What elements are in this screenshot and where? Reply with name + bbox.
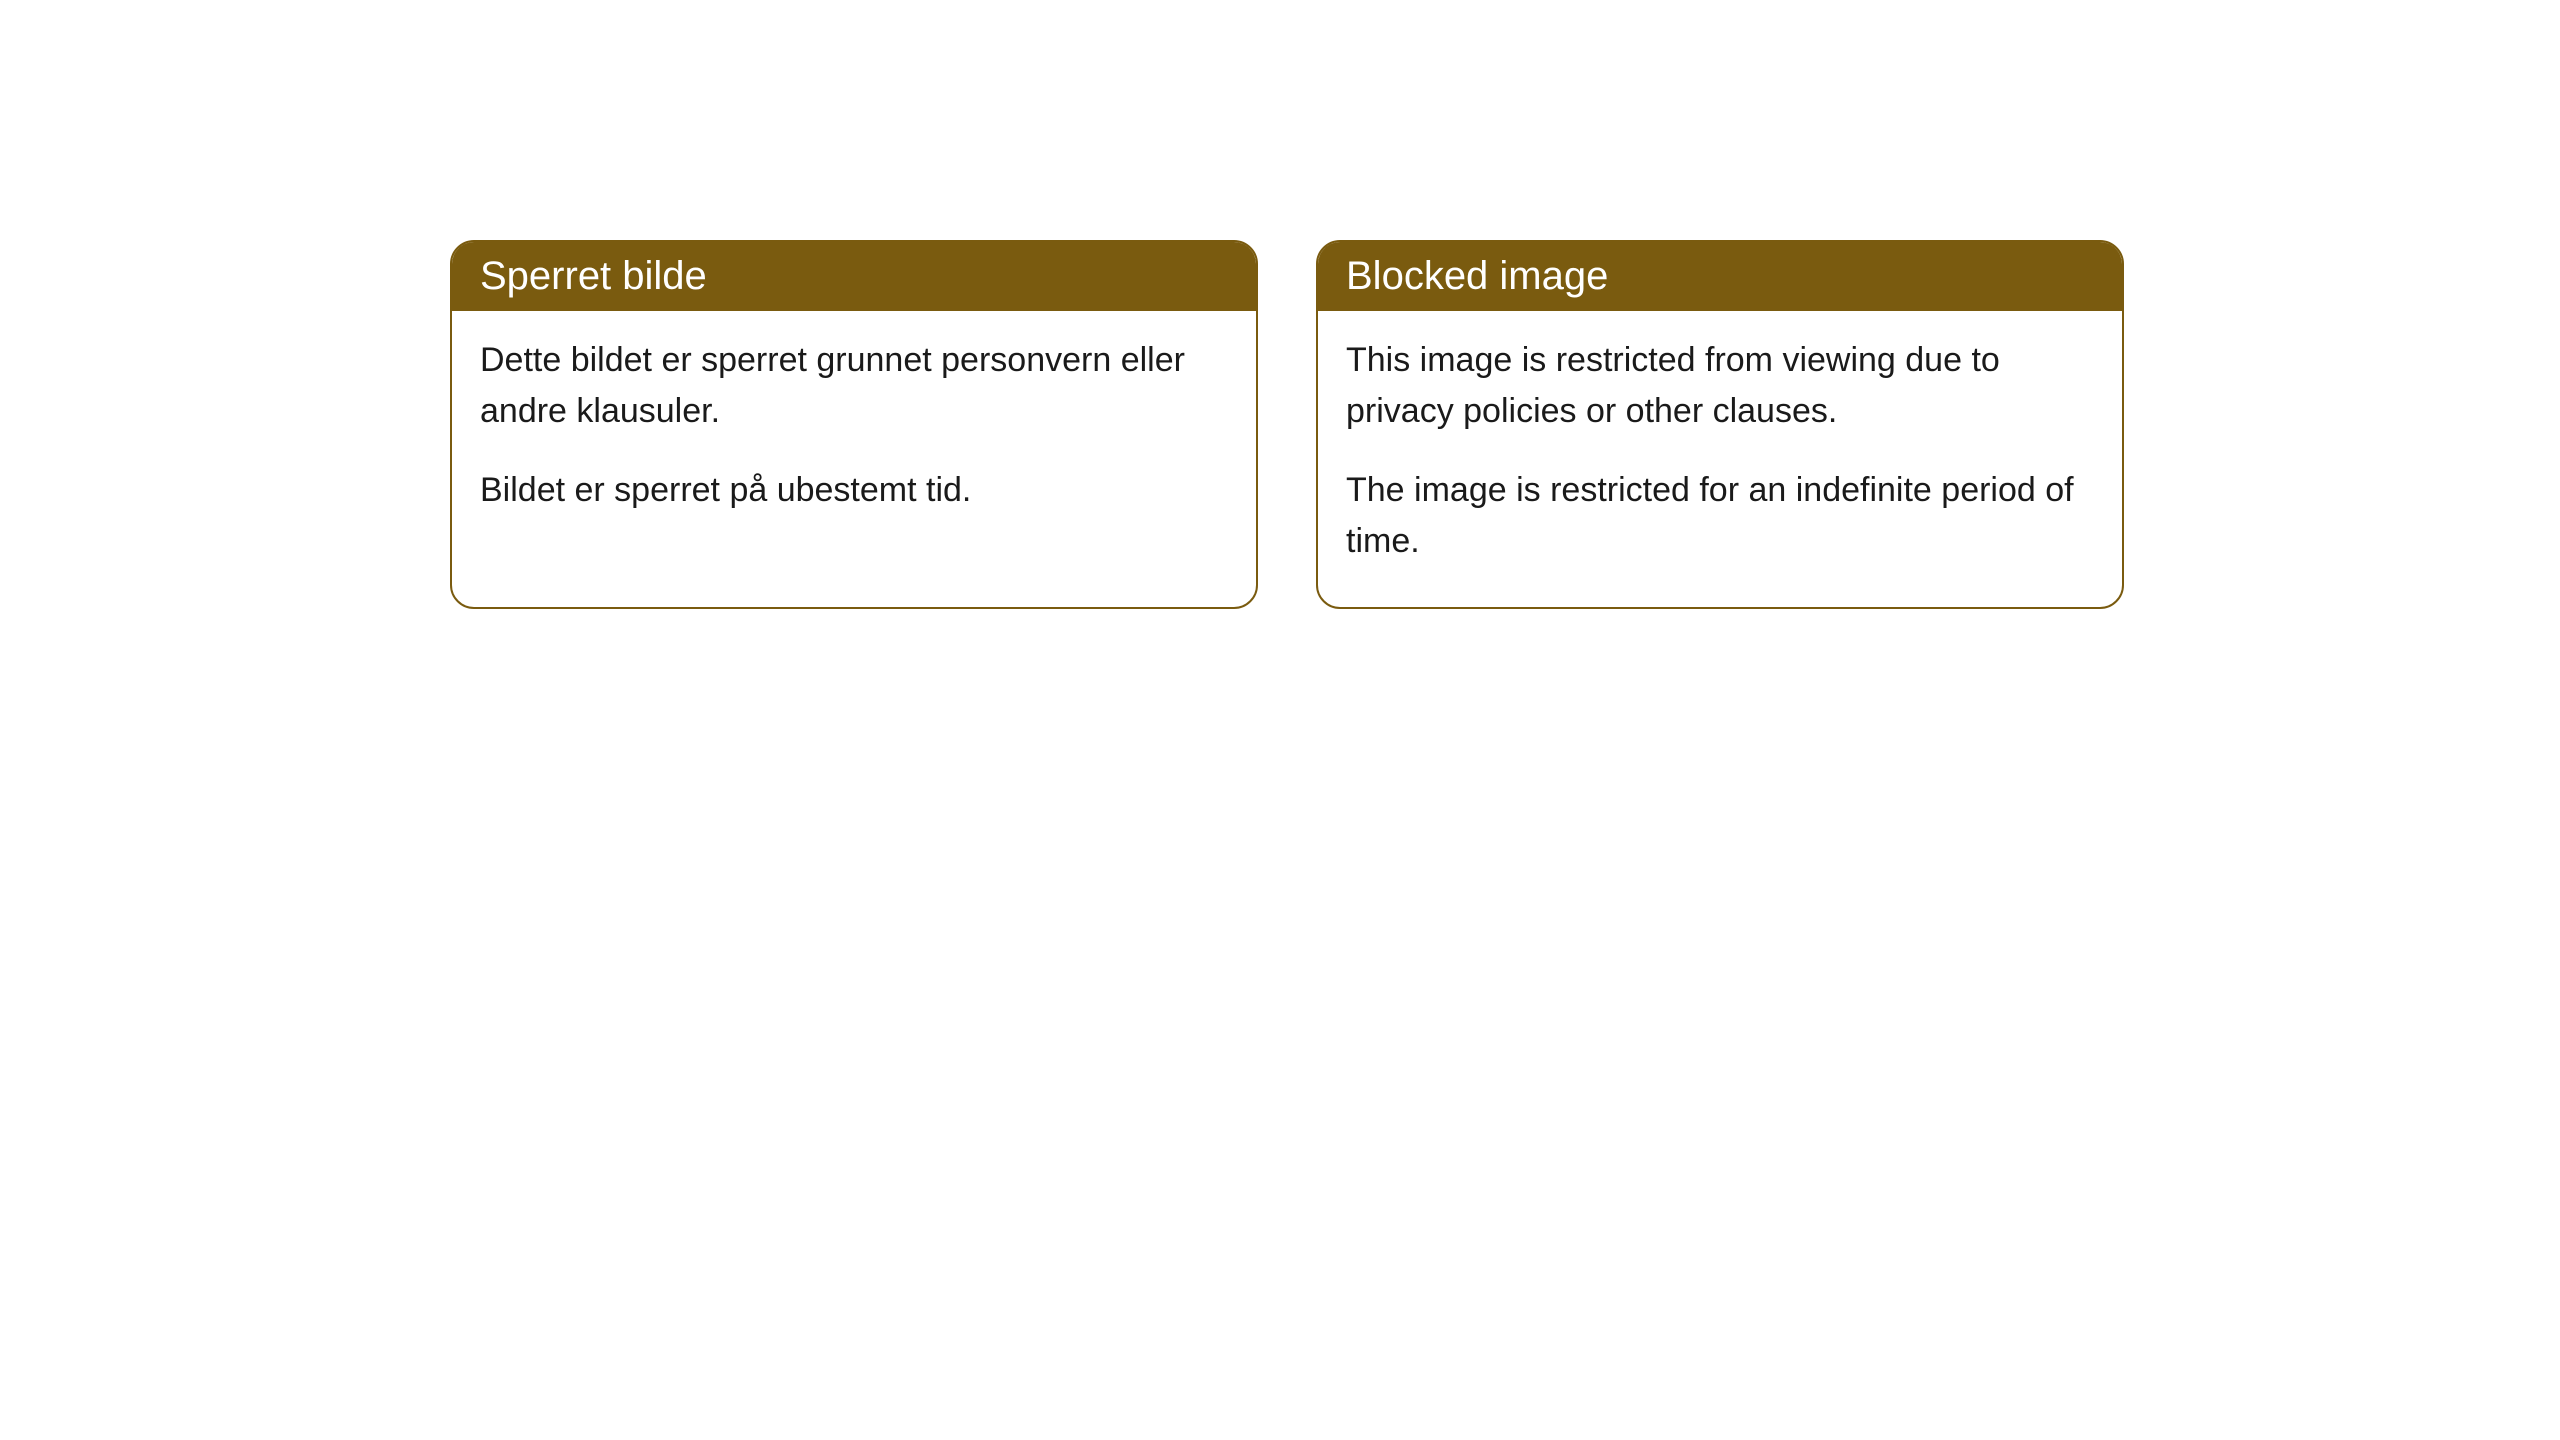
card-paragraph: Bildet er sperret på ubestemt tid.: [480, 465, 1228, 516]
card-paragraph: Dette bildet er sperret grunnet personve…: [480, 335, 1228, 437]
blocked-image-card-norwegian: Sperret bilde Dette bildet er sperret gr…: [450, 240, 1258, 609]
card-header-english: Blocked image: [1318, 242, 2122, 311]
card-paragraph: This image is restricted from viewing du…: [1346, 335, 2094, 437]
card-header-norwegian: Sperret bilde: [452, 242, 1256, 311]
card-body-english: This image is restricted from viewing du…: [1318, 311, 2122, 607]
card-paragraph: The image is restricted for an indefinit…: [1346, 465, 2094, 567]
card-body-norwegian: Dette bildet er sperret grunnet personve…: [452, 311, 1256, 556]
blocked-image-card-english: Blocked image This image is restricted f…: [1316, 240, 2124, 609]
card-title: Sperret bilde: [480, 254, 707, 298]
card-title: Blocked image: [1346, 254, 1608, 298]
cards-container: Sperret bilde Dette bildet er sperret gr…: [450, 240, 2124, 609]
